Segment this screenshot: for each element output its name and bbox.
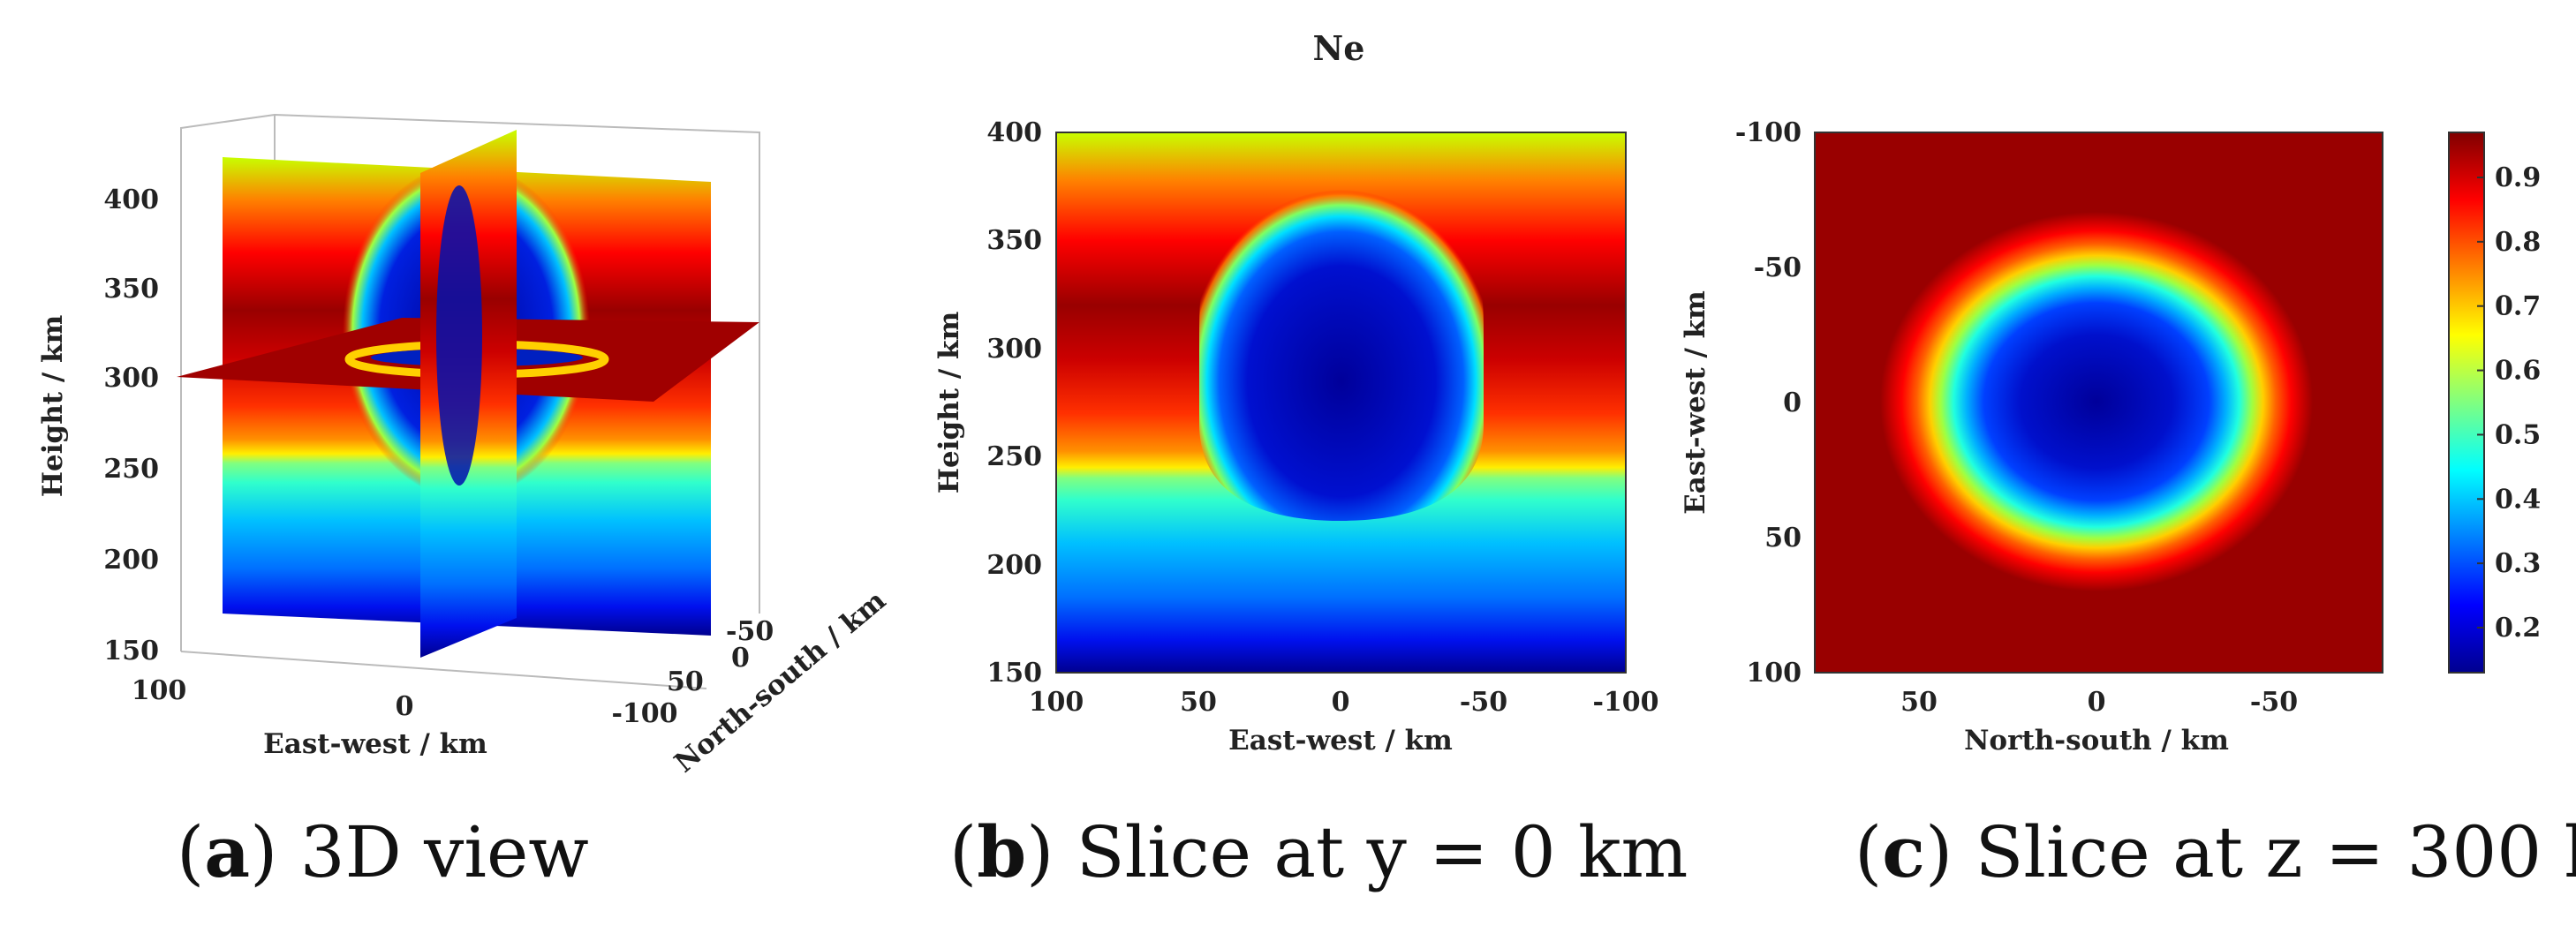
b-ytick-150: 150 bbox=[986, 658, 1042, 689]
z-tick-350: 350 bbox=[103, 274, 159, 305]
caption-a-text: 3D view bbox=[277, 811, 589, 893]
panel-a-ns-bubble bbox=[436, 185, 482, 486]
panel-c-slice-z300: -100 -50 0 50 100 East-west / km 50 0 -5… bbox=[1680, 117, 2383, 757]
b-xtick-neg50: -50 bbox=[1460, 687, 1507, 718]
z-tick-250: 250 bbox=[103, 454, 159, 485]
panel-b-depletion-bubble bbox=[1199, 172, 1484, 521]
b-xtick-0: 0 bbox=[1332, 687, 1350, 718]
caption-c-letter: c bbox=[1882, 810, 1925, 893]
c-ytick-0: 0 bbox=[1783, 388, 1802, 418]
caption-b: (b) Slice at y = 0 km bbox=[949, 810, 1688, 893]
panel-c-y-ticks: -100 -50 0 50 100 bbox=[1735, 117, 1802, 689]
colorbar-tick-label: 0.2 bbox=[2495, 613, 2541, 644]
z-tick-300: 300 bbox=[103, 363, 159, 394]
b-ytick-400: 400 bbox=[986, 117, 1042, 148]
colorbar-tick-label: 0.8 bbox=[2495, 227, 2541, 258]
panel-a-zlabel: Height / km bbox=[37, 315, 69, 498]
z-tick-200: 200 bbox=[103, 545, 159, 576]
caption-b-text: Slice at y = 0 km bbox=[1054, 811, 1688, 893]
panel-c-xlabel: North-south / km bbox=[1964, 725, 2229, 757]
b-xtick-neg100: -100 bbox=[1592, 687, 1658, 718]
panel-b-xlabel: East-west / km bbox=[1228, 725, 1453, 757]
b-ytick-350: 350 bbox=[986, 225, 1042, 256]
z-tick-400: 400 bbox=[103, 184, 159, 215]
caption-c-text: Slice at z = 300 km bbox=[1975, 811, 2576, 893]
c-ytick-neg100: -100 bbox=[1735, 117, 1802, 148]
y-tick-50: 50 bbox=[667, 666, 704, 697]
b-xtick-100: 100 bbox=[1029, 687, 1084, 718]
caption-a: (a) 3D view bbox=[177, 810, 589, 893]
b-xtick-50: 50 bbox=[1180, 687, 1217, 718]
x-tick-0: 0 bbox=[396, 691, 414, 722]
panel-a-3d-view: 150 200 250 300 350 400 Height / km 100 … bbox=[37, 113, 892, 779]
caption-b-letter: b bbox=[977, 810, 1027, 893]
x-tick-100: 100 bbox=[132, 675, 187, 706]
panel-b-ylabel: Height / km bbox=[933, 312, 965, 494]
panel-a-xlabel: East-west / km bbox=[263, 728, 487, 760]
c-xtick-neg50: -50 bbox=[2250, 687, 2298, 718]
panel-b-x-ticks: 100 50 0 -50 -100 bbox=[1029, 687, 1659, 718]
y-tick-0: 0 bbox=[731, 643, 750, 674]
panel-c-depletion-ring bbox=[1880, 212, 2313, 591]
panel-c-frame bbox=[1814, 132, 2383, 674]
colorbar-gradient bbox=[2448, 132, 2485, 674]
panel-a-z-ticks: 150 200 250 300 350 400 bbox=[103, 184, 159, 666]
b-ytick-250: 250 bbox=[986, 441, 1042, 472]
c-xtick-50: 50 bbox=[1900, 687, 1938, 718]
colorbar-ticks: 0.2 0.3 0.4 0.5 0.6 0.7 0.8 0.9 bbox=[2477, 162, 2541, 644]
colorbar-tick-label: 0.7 bbox=[2495, 291, 2541, 322]
colorbar-tick-label: 0.6 bbox=[2495, 356, 2541, 387]
colorbar: 0.2 0.3 0.4 0.5 0.6 0.7 0.8 0.9 bbox=[2448, 132, 2541, 674]
panel-b-frame bbox=[1055, 132, 1627, 674]
c-ytick-50: 50 bbox=[1764, 523, 1802, 553]
caption-c: (c) Slice at z = 300 km bbox=[1855, 810, 2576, 893]
panel-c-x-ticks: 50 0 -50 bbox=[1900, 687, 2298, 718]
z-tick-150: 150 bbox=[103, 636, 159, 666]
x-tick-neg100: -100 bbox=[611, 698, 677, 729]
c-xtick-0: 0 bbox=[2088, 687, 2106, 718]
colorbar-tick-label: 0.3 bbox=[2495, 548, 2541, 579]
panel-a-x-ticks: 100 0 -100 bbox=[132, 675, 678, 729]
caption-a-letter: a bbox=[204, 810, 251, 893]
panel-c-ylabel: East-west / km bbox=[1680, 290, 1711, 515]
colorbar-tick-label: 0.9 bbox=[2495, 162, 2541, 193]
c-ytick-neg50: -50 bbox=[1754, 252, 1802, 283]
panel-b-y-ticks: 150 200 250 300 350 400 bbox=[986, 117, 1042, 689]
b-ytick-200: 200 bbox=[986, 550, 1042, 581]
panel-b-slice-y0: 150 200 250 300 350 400 Height / km 100 … bbox=[933, 117, 1659, 757]
b-ytick-300: 300 bbox=[986, 334, 1042, 365]
panel-a-y-ticks: -50 0 50 bbox=[667, 616, 774, 697]
colorbar-tick-label: 0.4 bbox=[2495, 484, 2541, 515]
c-ytick-100: 100 bbox=[1746, 658, 1802, 689]
y-tick-neg50: -50 bbox=[726, 616, 774, 647]
figure-title: Ne bbox=[1313, 28, 1365, 68]
colorbar-tick-label: 0.5 bbox=[2495, 419, 2541, 450]
